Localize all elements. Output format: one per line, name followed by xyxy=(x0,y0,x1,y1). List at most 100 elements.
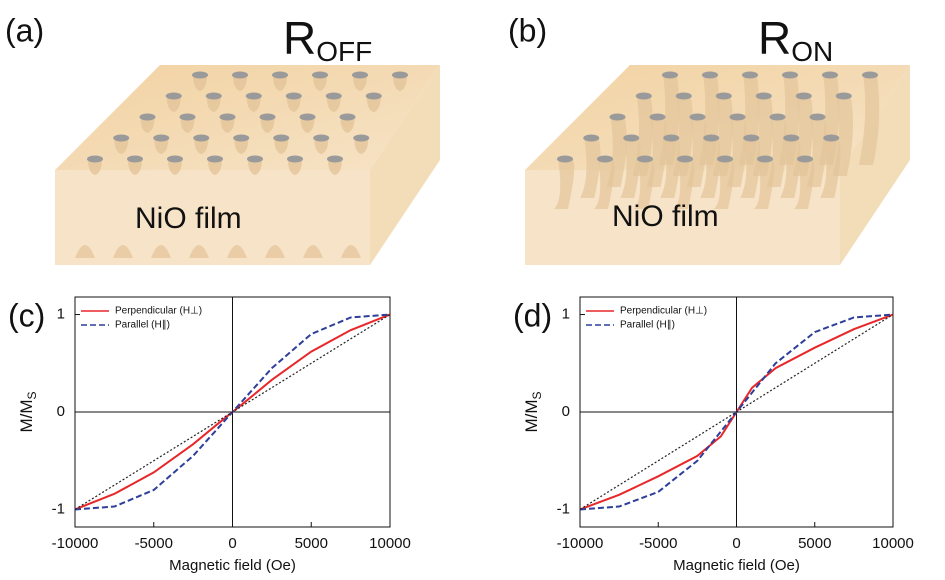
pillar-top xyxy=(286,93,302,100)
pillar-top xyxy=(246,93,262,100)
panel-label: (c) xyxy=(8,297,45,333)
y-tick-label: 0 xyxy=(57,403,65,420)
pillar-top xyxy=(340,114,356,121)
panel-label: (d) xyxy=(513,297,552,333)
title-sub: ON xyxy=(791,36,833,67)
pillar-top xyxy=(690,114,706,121)
pillar-top xyxy=(636,93,652,100)
pillar-top xyxy=(312,72,328,79)
title-main: R xyxy=(758,12,791,64)
page: (a) ROFF NiO film (b) RON NiO film -101-… xyxy=(0,0,945,580)
x-tick-label: 0 xyxy=(732,535,740,552)
pillar-top xyxy=(782,72,798,79)
pillar-top xyxy=(273,135,289,142)
pillar-top xyxy=(677,156,693,163)
pillar-top xyxy=(836,93,852,100)
pillar-top xyxy=(326,93,342,100)
pillar-top xyxy=(730,114,746,121)
pillar-top xyxy=(597,156,613,163)
pillar-top xyxy=(797,156,813,163)
y-label-sub: S xyxy=(25,391,39,399)
pillar-top xyxy=(366,93,382,100)
x-tick-label: 5000 xyxy=(798,535,831,552)
x-tick-label: 10000 xyxy=(369,535,411,552)
film-label: NiO film xyxy=(135,202,242,235)
pillar-top xyxy=(206,93,222,100)
pillar-top xyxy=(353,135,369,142)
legend-label: Parallel (H∥) xyxy=(620,320,675,331)
pillar-top xyxy=(352,72,368,79)
pillar-top xyxy=(717,156,733,163)
legend-label: Parallel (H∥) xyxy=(115,320,170,331)
figure: (a) ROFF NiO film (b) RON NiO film -101-… xyxy=(0,0,945,580)
pillar-top xyxy=(166,93,182,100)
pillar-top xyxy=(770,114,786,121)
panel-label: (b) xyxy=(508,12,547,48)
pillar-top xyxy=(783,135,799,142)
x-tick-label: 5000 xyxy=(295,535,328,552)
pillar-top xyxy=(742,72,758,79)
y-tick-label: 0 xyxy=(562,403,570,420)
pillar-top xyxy=(232,72,248,79)
pillar-top xyxy=(703,135,719,142)
pillar-top xyxy=(87,156,103,163)
pillar-top xyxy=(327,156,343,163)
pillar-top xyxy=(313,135,329,142)
pillar-top xyxy=(610,114,626,121)
y-tick-label: -1 xyxy=(52,500,65,517)
pillar-top xyxy=(192,72,208,79)
film-label: NiO film xyxy=(612,200,719,233)
pillar-top xyxy=(207,156,223,163)
pillar-top xyxy=(220,114,236,121)
y-axis-label: M/MS xyxy=(522,391,544,432)
y-axis-label: M/MS xyxy=(17,391,39,432)
pillar-top xyxy=(193,135,209,142)
y-label-main: M/M xyxy=(522,399,541,432)
pillar-top xyxy=(796,93,812,100)
pillar-top xyxy=(247,156,263,163)
pillar-top xyxy=(287,156,303,163)
pillar-top xyxy=(260,114,276,121)
x-axis-label: Magnetic field (Oe) xyxy=(169,557,296,574)
pillar-top xyxy=(743,135,759,142)
y-label-sub: S xyxy=(530,391,544,399)
panel-title: ROFF xyxy=(283,12,372,67)
y-tick-label: -1 xyxy=(557,500,570,517)
pillar-top xyxy=(663,135,679,142)
pillar-top xyxy=(637,156,653,163)
pillar-top xyxy=(862,72,878,79)
x-axis-label: Magnetic field (Oe) xyxy=(673,557,800,574)
film-slab xyxy=(525,65,910,265)
title-main: R xyxy=(283,12,316,64)
pillar-top xyxy=(583,135,599,142)
pillar-top xyxy=(140,114,156,121)
pillar-top xyxy=(702,72,718,79)
pillar-top xyxy=(113,135,129,142)
pillar-top xyxy=(300,114,316,121)
pillar-top xyxy=(153,135,169,142)
pillar-top xyxy=(127,156,143,163)
panel-label: (a) xyxy=(5,12,44,48)
x-tick-label: -10000 xyxy=(52,535,99,552)
legend-label: Perpendicular (H⊥) xyxy=(115,306,202,317)
legend-label: Perpendicular (H⊥) xyxy=(620,306,707,317)
pillar-top xyxy=(557,156,573,163)
pillar-top xyxy=(180,114,196,121)
panel-title: RON xyxy=(758,12,833,67)
pillar-top xyxy=(650,114,666,121)
x-tick-label: 10000 xyxy=(872,535,914,552)
pillar-top xyxy=(822,72,838,79)
y-label-main: M/M xyxy=(17,399,36,432)
pillar-top xyxy=(756,93,772,100)
pillar-top xyxy=(233,135,249,142)
pillar-top xyxy=(392,72,408,79)
y-tick-label: 1 xyxy=(57,306,65,323)
pillar-top xyxy=(757,156,773,163)
title-sub: OFF xyxy=(316,36,372,67)
y-tick-label: 1 xyxy=(562,306,570,323)
x-tick-label: 0 xyxy=(228,535,236,552)
pillar-top xyxy=(272,72,288,79)
pillar-top xyxy=(716,93,732,100)
pillar-top xyxy=(662,72,678,79)
pillar-top xyxy=(623,135,639,142)
